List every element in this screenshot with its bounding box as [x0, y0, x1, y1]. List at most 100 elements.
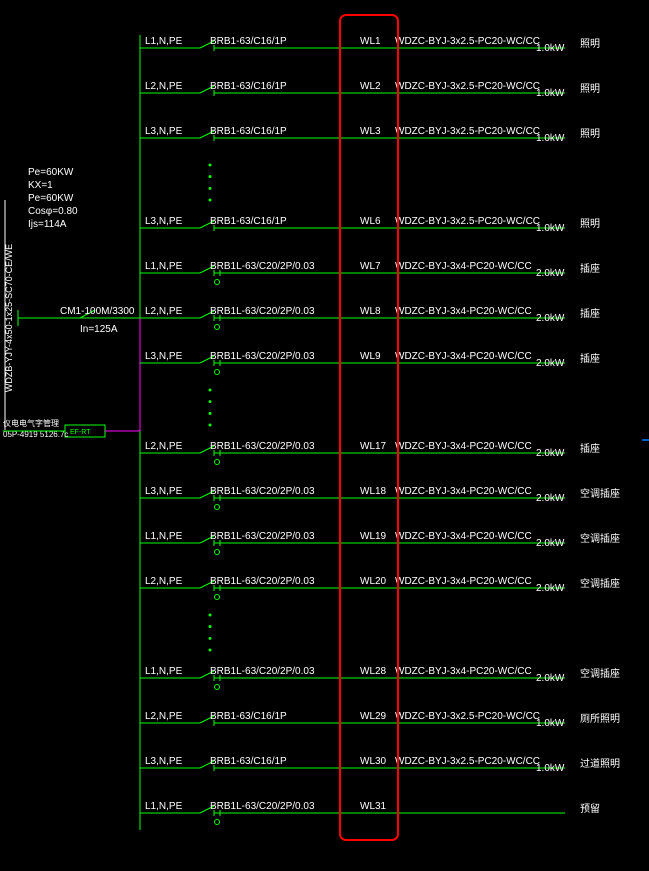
cable-spec: WDZC-BYJ-3x4-PC20-WC/CC: [395, 351, 532, 362]
circuit-id: WL19: [360, 531, 387, 542]
ellipsis-dot: [209, 412, 212, 415]
breaker-label: BRB1-63/C16/1P: [210, 81, 287, 92]
circuit-id: WL20: [360, 576, 387, 587]
ellipsis-dot: [209, 164, 212, 167]
circuit-id: WL8: [360, 306, 381, 317]
load-description: 厕所照明: [580, 713, 620, 725]
rcd-symbol: [215, 595, 220, 600]
rcd-symbol: [215, 685, 220, 690]
phase-label: L1,N,PE: [145, 531, 183, 542]
main-breaker-label: CM1-100M/3300: [60, 306, 135, 317]
electrical-single-line-diagram: CM1-100M/3300In=125AWDZB-YJY-4x50-1x25-S…: [0, 0, 649, 871]
load-kw: 1.0kW: [536, 718, 565, 729]
breaker-label: BRB1L-63/C20/2P/0.03: [210, 801, 315, 812]
breaker-label: BRB1-63/C16/1P: [210, 216, 287, 227]
breaker-label: BRB1L-63/C20/2P/0.03: [210, 351, 315, 362]
ellipsis-dot: [209, 400, 212, 403]
ellipsis-dot: [209, 187, 212, 190]
load-kw: 2.0kW: [536, 268, 565, 279]
load-description: 照明: [580, 83, 600, 95]
load-kw: 2.0kW: [536, 673, 565, 684]
breaker-label: BRB1L-63/C20/2P/0.03: [210, 306, 315, 317]
phase-label: L2,N,PE: [145, 81, 183, 92]
circuit-id: WL30: [360, 756, 387, 767]
panel-param: Pe=60KW: [28, 193, 74, 204]
ef-rt-label: EF-RT: [70, 429, 91, 436]
circuit-id: WL2: [360, 81, 381, 92]
load-kw: 2.0kW: [536, 493, 565, 504]
load-kw: 1.0kW: [536, 43, 565, 54]
phase-label: L2,N,PE: [145, 576, 183, 587]
cable-spec: WDZC-BYJ-3x4-PC20-WC/CC: [395, 576, 532, 587]
breaker-label: BRB1L-63/C20/2P/0.03: [210, 666, 315, 677]
cable-spec: WDZC-BYJ-3x2.5-PC20-WC/CC: [395, 36, 540, 47]
ellipsis-dot: [209, 389, 212, 392]
cable-spec: WDZC-BYJ-3x2.5-PC20-WC/CC: [395, 216, 540, 227]
phase-label: L3,N,PE: [145, 216, 183, 227]
breaker-label: BRB1L-63/C20/2P/0.03: [210, 531, 315, 542]
breaker-label: BRB1L-63/C20/2P/0.03: [210, 486, 315, 497]
load-kw: 1.0kW: [536, 88, 565, 99]
rcd-symbol: [215, 460, 220, 465]
ellipsis-dot: [209, 424, 212, 427]
load-kw: 1.0kW: [536, 223, 565, 234]
load-description: 照明: [580, 128, 600, 140]
circuit-id: WL7: [360, 261, 381, 272]
load-kw: 2.0kW: [536, 313, 565, 324]
circuit-id: WL31: [360, 801, 387, 812]
panel-param: Ijs=114A: [28, 219, 67, 230]
ellipsis-dot: [209, 625, 212, 628]
cable-spec: WDZC-BYJ-3x4-PC20-WC/CC: [395, 486, 532, 497]
phase-label: L2,N,PE: [145, 441, 183, 452]
load-description: 过道照明: [580, 757, 620, 770]
cable-spec: WDZC-BYJ-3x2.5-PC20-WC/CC: [395, 711, 540, 722]
load-kw: 1.0kW: [536, 763, 565, 774]
cable-spec: WDZC-BYJ-3x4-PC20-WC/CC: [395, 531, 532, 542]
phase-label: L3,N,PE: [145, 756, 183, 767]
load-description: 空调插座: [580, 577, 620, 590]
load-kw: 2.0kW: [536, 358, 565, 369]
breaker-label: BRB1-63/C16/1P: [210, 756, 287, 767]
load-description: 照明: [580, 38, 600, 50]
phase-label: L1,N,PE: [145, 666, 183, 677]
breaker-label: BRB1-63/C16/1P: [210, 711, 287, 722]
load-description: 插座: [580, 442, 600, 455]
ellipsis-dot: [209, 649, 212, 652]
circuit-id: WL17: [360, 441, 387, 452]
load-description: 照明: [580, 218, 600, 230]
ellipsis-dot: [209, 614, 212, 617]
load-description: 预留: [580, 802, 600, 815]
breaker-label: BRB1L-63/C20/2P/0.03: [210, 441, 315, 452]
panel-param: KX=1: [28, 180, 53, 191]
cable-spec: WDZC-BYJ-3x4-PC20-WC/CC: [395, 261, 532, 272]
phase-label: L1,N,PE: [145, 801, 183, 812]
load-description: 空调插座: [580, 667, 620, 680]
ellipsis-dot: [209, 637, 212, 640]
rcd-symbol: [215, 820, 220, 825]
breaker-label: BRB1L-63/C20/2P/0.03: [210, 261, 315, 272]
panel-param: Cosφ=0.80: [28, 206, 78, 217]
phase-label: L3,N,PE: [145, 126, 183, 137]
circuit-id: WL29: [360, 711, 387, 722]
circuit-id: WL18: [360, 486, 387, 497]
load-kw: 1.0kW: [536, 133, 565, 144]
load-description: 插座: [580, 262, 600, 275]
side-text-top: 仪电电气字管理: [3, 418, 59, 428]
cable-spec: WDZC-BYJ-3x4-PC20-WC/CC: [395, 441, 532, 452]
circuit-id: WL6: [360, 216, 381, 227]
phase-label: L2,N,PE: [145, 711, 183, 722]
circuit-id: WL1: [360, 36, 381, 47]
ellipsis-dot: [209, 175, 212, 178]
circuit-id: WL9: [360, 351, 381, 362]
breaker-label: BRB1-63/C16/1P: [210, 126, 287, 137]
ellipsis-dot: [209, 199, 212, 202]
cable-spec: WDZC-BYJ-3x4-PC20-WC/CC: [395, 306, 532, 317]
rcd-symbol: [215, 370, 220, 375]
main-breaker-rating: In=125A: [80, 324, 118, 335]
phase-label: L1,N,PE: [145, 36, 183, 47]
load-kw: 2.0kW: [536, 583, 565, 594]
rcd-symbol: [215, 325, 220, 330]
load-kw: 2.0kW: [536, 538, 565, 549]
cable-spec: WDZC-BYJ-3x2.5-PC20-WC/CC: [395, 81, 540, 92]
cable-spec: WDZC-BYJ-3x2.5-PC20-WC/CC: [395, 756, 540, 767]
